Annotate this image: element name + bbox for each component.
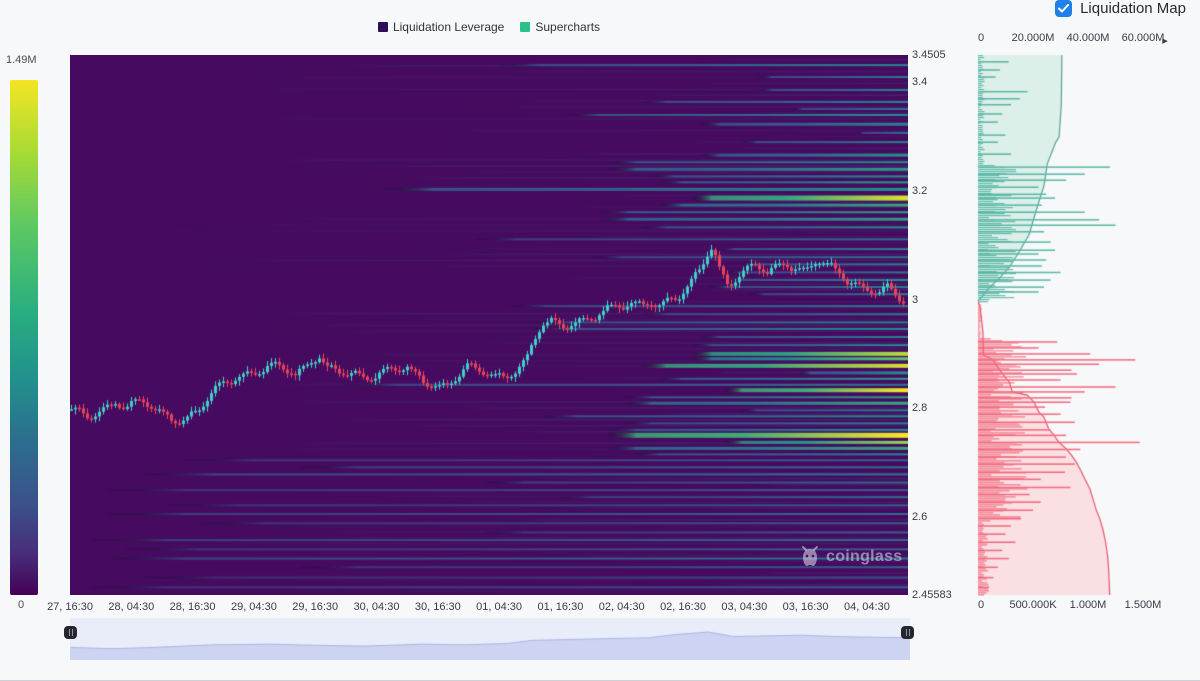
time-tick-label: 02, 16:30 <box>660 601 706 613</box>
time-tick-label: 30, 16:30 <box>414 601 461 613</box>
heatmap-colorbar <box>10 80 38 595</box>
depth-bottom-tick-label: 1.000M <box>1069 599 1107 611</box>
legend-label: Supercharts <box>535 20 601 34</box>
legend-swatch-purple <box>377 22 388 32</box>
time-tick-label: 04, 04:30 <box>843 601 890 613</box>
price-tick-label: 2.45583 <box>912 589 952 601</box>
time-tick-label: 03, 16:30 <box>782 601 829 613</box>
depth-bottom-tick-label: 500.000K <box>1009 599 1057 611</box>
checkbox-checked-icon[interactable] <box>1055 0 1073 17</box>
time-tick-label: 28, 16:30 <box>169 601 216 613</box>
legend-swatch-teal <box>520 22 531 32</box>
depth-top-tick-label: 60.000M <box>1121 32 1165 44</box>
coinglass-logo-icon <box>802 546 818 566</box>
time-tick-label: 01, 16:30 <box>537 601 584 613</box>
axis-arrow-icon: ▸ <box>1162 35 1168 47</box>
time-tick-label: 29, 04:30 <box>230 601 277 613</box>
liquidation-map-label: Liquidation Map <box>1080 0 1186 17</box>
depth-top-tick-label: 20.000M <box>1011 32 1055 44</box>
liquidation-heatmap-canvas[interactable] <box>70 55 908 595</box>
watermark-text: coinglass <box>826 548 903 565</box>
legend-label: Liquidation Leverage <box>392 20 505 34</box>
navigator-right-handle[interactable] <box>901 626 914 639</box>
range-navigator[interactable] <box>64 618 914 660</box>
checkmark-icon <box>1058 4 1070 13</box>
liquidation-map-toggle[interactable]: Liquidation Map <box>1055 0 1186 17</box>
depth-top-tick-label: 40.000M <box>1066 32 1110 44</box>
price-tick-label: 3 <box>912 293 919 306</box>
legend-item-supercharts[interactable]: Supercharts <box>520 20 600 34</box>
price-tick-label: 2.6 <box>912 510 928 523</box>
depth-top-tick-label: 0 <box>977 32 985 44</box>
liquidation-depth-canvas[interactable] <box>975 50 1197 596</box>
legend-item-liquidation-leverage[interactable]: Liquidation Leverage <box>377 20 505 34</box>
price-tick-label: 3.4 <box>912 76 928 89</box>
time-tick-label: 28, 04:30 <box>108 601 155 613</box>
navigator-area-canvas[interactable] <box>70 618 910 660</box>
depth-bottom-tick-label: 1.500M <box>1124 599 1162 611</box>
depth-bottom-tick-label: 0 <box>977 599 985 611</box>
chart-legend: Liquidation Leverage Supercharts <box>70 20 908 34</box>
price-tick-label: 3.4505 <box>912 49 946 61</box>
navigator-left-handle[interactable] <box>64 626 77 639</box>
time-tick-label: 01, 04:30 <box>476 601 523 613</box>
time-tick-label: 03, 04:30 <box>721 601 768 613</box>
colorbar-max-label: 1.49M <box>6 54 37 66</box>
time-axis: 27, 16:30 28, 04:30 28, 16:30 29, 04:30 29, … <box>47 599 908 614</box>
colorbar-min-label: 0 <box>18 599 25 611</box>
price-tick-label: 3.2 <box>912 184 928 197</box>
time-tick-label: 30, 04:30 <box>353 601 400 613</box>
time-tick-label: 29, 16:30 <box>292 601 339 613</box>
time-tick-label: 02, 04:30 <box>598 601 645 613</box>
depth-top-axis: 0 20.000M 40.000M 60.000M ▸ <box>975 32 1200 47</box>
coinglass-watermark: coinglass <box>800 546 903 568</box>
price-axis: 3.4505 3.4 3.2 3 2.8 2.6 2.45583 <box>912 0 972 681</box>
time-tick-label: 27, 16:30 <box>47 601 93 613</box>
price-tick-label: 2.8 <box>912 402 928 415</box>
depth-bottom-axis: 0 500.000K 1.000M 1.500M <box>975 599 1200 613</box>
